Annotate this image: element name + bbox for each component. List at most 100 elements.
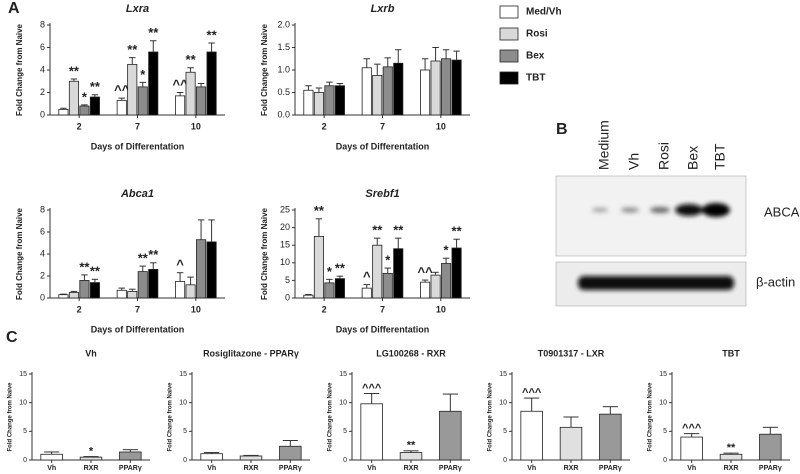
band-label: ABCA1 — [764, 204, 800, 219]
legend-swatch — [499, 27, 519, 41]
error-bar — [197, 219, 205, 240]
y-tick-label: 10 — [659, 400, 667, 407]
x-tick-label: Vh — [687, 465, 696, 472]
bar — [420, 281, 431, 299]
chart-title: Vh — [85, 348, 97, 358]
error-bar — [602, 406, 618, 415]
error-bar — [187, 67, 194, 73]
bar — [303, 89, 314, 116]
bar — [430, 60, 441, 116]
x-tick-label: RXR — [564, 465, 579, 472]
y-tick-label: 0 — [23, 457, 27, 464]
bar — [430, 274, 441, 299]
x-tick-label: 10 — [191, 304, 201, 314]
y-tick-label: 15 — [339, 371, 347, 378]
legend-swatch — [499, 5, 519, 19]
error-bar — [91, 94, 99, 97]
y-tick-label: 1.5 — [277, 42, 290, 52]
error-bar — [129, 57, 136, 65]
bar — [334, 85, 345, 116]
y-axis-label: Fold Change from Naive — [648, 382, 654, 452]
y-axis-label: Fold Change from Naive — [168, 382, 174, 452]
annotation: ** — [186, 52, 197, 67]
panel-label: A — [8, 0, 20, 17]
y-tick-label: 4 — [40, 64, 45, 74]
y-tick-label: 0 — [40, 109, 45, 119]
annotation: * — [444, 243, 450, 258]
bar — [361, 287, 372, 299]
annotation: ** — [452, 224, 463, 239]
chart-title: LG100268 - RXR — [376, 348, 446, 358]
error-bar — [403, 450, 419, 453]
bar — [313, 92, 324, 116]
band-label: β-actin — [756, 274, 795, 289]
y-tick-label: 0 — [285, 292, 290, 302]
error-bar — [44, 451, 60, 455]
error-bar — [150, 262, 157, 270]
error-bar — [70, 78, 78, 82]
bar — [175, 95, 186, 116]
error-bar — [282, 440, 298, 447]
bar — [239, 455, 263, 461]
legend-label: Med/Vh — [526, 7, 562, 18]
x-tick-label: RXR — [244, 465, 259, 472]
x-tick-label: 10 — [436, 304, 446, 314]
annotation: * — [82, 89, 88, 104]
error-bar — [432, 271, 439, 276]
bar — [196, 86, 207, 116]
annotation: * — [140, 67, 146, 82]
x-tick-label: 2 — [322, 304, 327, 314]
error-bar — [374, 63, 381, 76]
error-bar — [432, 47, 439, 61]
x-tick-label: 7 — [380, 304, 385, 314]
annotation: * — [89, 445, 94, 457]
chart-title: Lxra — [126, 3, 149, 15]
bar — [148, 268, 159, 299]
annotation: ** — [69, 63, 80, 78]
bar — [196, 239, 207, 299]
x-tick-label: 7 — [135, 304, 140, 314]
error-bar — [453, 238, 460, 249]
chart-title: Rosiglitazone - PPARγ — [203, 348, 299, 358]
lane-label: Medium — [596, 120, 612, 170]
y-axis-label: Fold Change from Naive — [488, 382, 494, 452]
error-bar — [395, 49, 402, 64]
bar — [439, 410, 462, 461]
y-tick-label: 5 — [23, 428, 27, 435]
bar — [334, 278, 345, 299]
annotation: ** — [90, 264, 101, 279]
error-bar — [684, 433, 700, 438]
legend-label: Bex — [526, 51, 545, 62]
y-tick-label: 0 — [183, 457, 187, 464]
error-bar — [364, 392, 380, 404]
y-tick-label: 4 — [40, 248, 45, 258]
y-tick-label: 5 — [183, 428, 187, 435]
western-blot — [555, 175, 747, 307]
y-tick-label: 2 — [40, 270, 45, 280]
bar — [79, 105, 90, 116]
y-tick-label: 15 — [280, 240, 290, 250]
y-tick-label: 0 — [343, 457, 347, 464]
y-tick-label: 15 — [179, 371, 187, 378]
error-bar — [326, 278, 333, 283]
bar — [324, 282, 335, 299]
annotation: ^^^ — [522, 387, 542, 399]
x-tick-label: 2 — [77, 304, 82, 314]
bar — [137, 271, 148, 299]
y-tick-label: 0.5 — [277, 87, 290, 97]
bar — [116, 99, 127, 116]
bar — [393, 248, 404, 299]
x-tick-label: Vh — [527, 465, 536, 472]
annotation: ^ — [363, 269, 371, 284]
bar — [279, 445, 302, 461]
annotation: * — [385, 253, 391, 268]
error-bar — [187, 276, 194, 285]
y-tick-label: 15 — [19, 371, 27, 378]
annotation: ** — [90, 79, 101, 94]
error-bar — [442, 393, 458, 412]
y-tick-label: 8 — [40, 19, 45, 29]
bar — [420, 69, 431, 116]
bar — [441, 58, 452, 116]
error-bar — [384, 57, 391, 67]
x-tick-label: PPARγ — [119, 465, 142, 472]
